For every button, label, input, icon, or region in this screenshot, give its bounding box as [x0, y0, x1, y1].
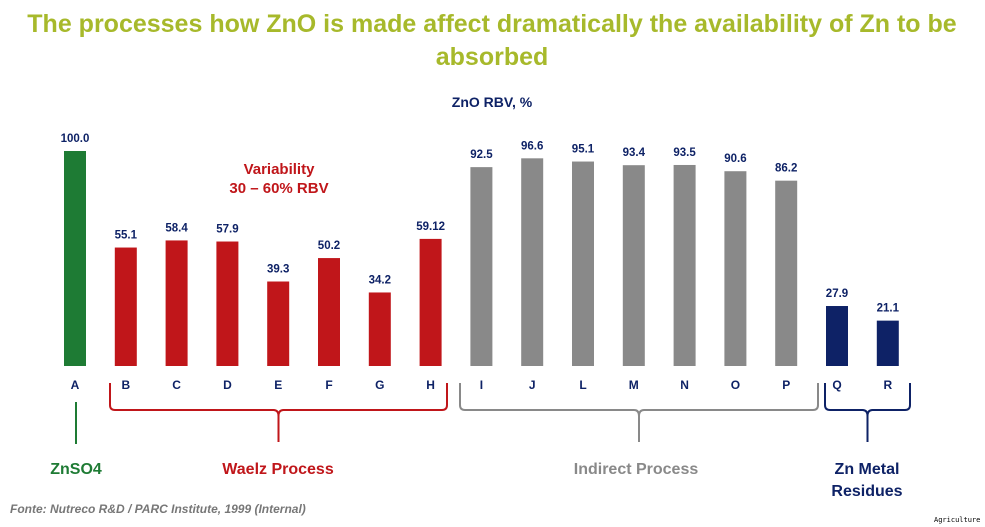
value-label-Q: 27.9 — [826, 288, 848, 300]
bar-G — [368, 292, 391, 366]
value-label-H: 59.12 — [416, 221, 445, 233]
bar-Q — [826, 306, 848, 366]
zn-metal-brace — [824, 383, 911, 442]
bar-C — [165, 240, 188, 366]
category-label-M: M — [629, 378, 639, 392]
category-label-O: O — [731, 378, 740, 392]
waelz-brace — [109, 383, 448, 442]
value-label-I: 92.5 — [470, 149, 493, 161]
value-label-L: 95.1 — [572, 144, 595, 156]
category-label-H: H — [426, 378, 435, 392]
value-label-F: 50.2 — [318, 240, 340, 252]
bar-M — [622, 165, 645, 366]
slide-title-line1: The processes how ZnO is made affect dra… — [27, 10, 957, 38]
group-label-waelz: Waelz Process — [222, 461, 334, 478]
source-footer: Fonte: Nutreco R&D / PARC Institute, 199… — [10, 502, 306, 516]
group-label-znso4: ZnSO4 — [50, 461, 102, 478]
value-label-O: 90.6 — [724, 153, 746, 165]
bar-E — [267, 281, 290, 366]
category-label-G: G — [375, 378, 384, 392]
category-label-I: I — [480, 378, 483, 392]
bar-A — [64, 151, 86, 366]
category-label-B: B — [121, 378, 130, 392]
bar-I — [470, 167, 493, 366]
category-label-L: L — [579, 378, 586, 392]
group-label-zn-metal-line1: Zn Metal — [835, 461, 900, 478]
variability-annotation-line1: Variability — [244, 161, 316, 178]
category-label-A: A — [71, 378, 80, 392]
category-label-R: R — [883, 378, 892, 392]
bar-J — [521, 158, 544, 366]
variability-annotation-line2: 30 – 60% RBV — [229, 180, 328, 197]
bar-O — [724, 171, 747, 366]
value-label-R: 21.1 — [877, 303, 900, 315]
bar-R — [876, 320, 899, 366]
category-label-F: F — [325, 378, 332, 392]
indirect-brace — [459, 383, 819, 442]
bar-H — [419, 238, 442, 366]
category-label-C: C — [172, 378, 181, 392]
category-label-P: P — [782, 378, 790, 392]
category-label-N: N — [680, 378, 689, 392]
bar-N — [673, 164, 696, 366]
value-label-N: 93.5 — [673, 147, 696, 159]
value-label-C: 58.4 — [165, 222, 188, 234]
bar-F — [318, 258, 340, 366]
category-label-Q: Q — [832, 378, 841, 392]
slide-title-line2: absorbed — [436, 43, 549, 71]
bar-D — [216, 241, 239, 366]
watermark: Agriculture — [934, 516, 980, 524]
value-label-G: 34.2 — [369, 274, 391, 286]
value-label-B: 55.1 — [115, 230, 138, 242]
value-label-M: 93.4 — [623, 147, 646, 159]
group-label-indirect: Indirect Process — [574, 461, 699, 478]
category-label-E: E — [274, 378, 282, 392]
bar-P — [775, 180, 798, 366]
chart-title: ZnO RBV, % — [452, 94, 533, 110]
bar-B — [114, 247, 137, 366]
bar-L — [572, 161, 594, 366]
value-label-J: 96.6 — [521, 140, 543, 152]
group-label-zn-metal-line2: Residues — [831, 483, 902, 500]
value-label-A: 100.0 — [61, 133, 90, 145]
value-label-P: 86.2 — [775, 163, 797, 175]
category-label-J: J — [529, 378, 536, 392]
category-label-D: D — [223, 378, 232, 392]
value-label-E: 39.3 — [267, 264, 289, 276]
value-label-D: 57.9 — [216, 224, 238, 236]
